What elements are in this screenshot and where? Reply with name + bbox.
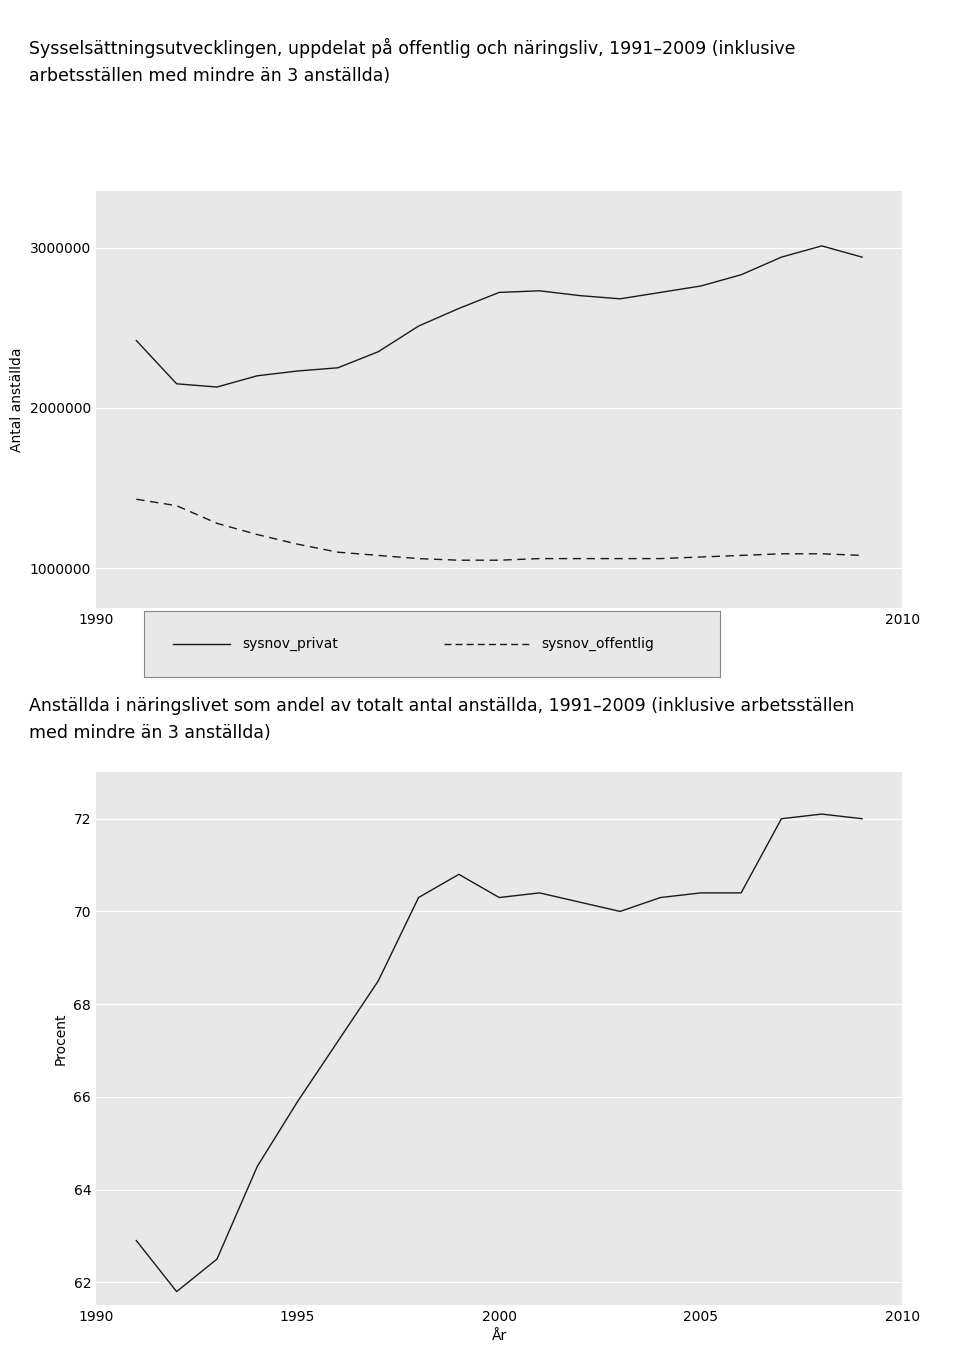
sysnov_offentlig <box>735 547 747 563</box>
X-axis label: År: År <box>492 1329 507 1342</box>
sysnov_offentlig <box>493 552 505 569</box>
sysnov_privat <box>372 343 384 360</box>
sysnov_privat <box>776 249 787 265</box>
sysnov_offentlig <box>252 526 263 543</box>
sysnov_offentlig <box>534 551 545 567</box>
sysnov_privat <box>131 332 142 349</box>
sysnov_offentlig <box>413 551 424 567</box>
sysnov_privat <box>574 287 586 303</box>
sysnov_privat <box>252 368 263 384</box>
sysnov_offentlig <box>574 551 586 567</box>
sysnov_offentlig <box>332 544 344 560</box>
sysnov_offentlig <box>292 536 303 552</box>
sysnov_privat <box>614 291 626 308</box>
sysnov_privat <box>171 376 182 392</box>
sysnov_privat <box>292 362 303 379</box>
sysnov_offentlig <box>171 498 182 514</box>
sysnov_privat <box>211 379 223 395</box>
Y-axis label: Procent: Procent <box>54 1013 68 1065</box>
sysnov_offentlig <box>453 552 465 569</box>
sysnov_privat <box>655 284 666 301</box>
sysnov_offentlig <box>372 547 384 563</box>
sysnov_privat <box>856 249 868 265</box>
Text: sysnov_privat: sysnov_privat <box>242 637 338 651</box>
Text: sysnov_offentlig: sysnov_offentlig <box>541 637 655 651</box>
sysnov_privat <box>695 278 707 294</box>
sysnov_privat <box>735 267 747 283</box>
X-axis label: År: År <box>492 632 507 645</box>
sysnov_privat <box>332 360 344 376</box>
sysnov_offentlig <box>655 551 666 567</box>
sysnov_privat <box>453 301 465 317</box>
sysnov_offentlig <box>816 545 828 562</box>
Line: sysnov_privat: sysnov_privat <box>136 246 862 387</box>
Line: sysnov_offentlig: sysnov_offentlig <box>136 499 862 560</box>
sysnov_offentlig <box>776 545 787 562</box>
sysnov_privat <box>816 238 828 254</box>
Text: Sysselsättningsutvecklingen, uppdelat på offentlig och näringsliv, 1991–2009 (in: Sysselsättningsutvecklingen, uppdelat på… <box>29 38 795 85</box>
sysnov_privat <box>493 284 505 301</box>
sysnov_offentlig <box>614 551 626 567</box>
Y-axis label: Antal anställda: Antal anställda <box>11 347 24 452</box>
sysnov_privat <box>534 283 545 299</box>
sysnov_offentlig <box>695 548 707 565</box>
sysnov_offentlig <box>856 547 868 563</box>
sysnov_offentlig <box>131 491 142 507</box>
sysnov_privat <box>413 319 424 335</box>
sysnov_offentlig <box>211 515 223 532</box>
Text: Anställda i näringslivet som andel av totalt antal anställda, 1991–2009 (inklusi: Anställda i näringslivet som andel av to… <box>29 697 854 741</box>
